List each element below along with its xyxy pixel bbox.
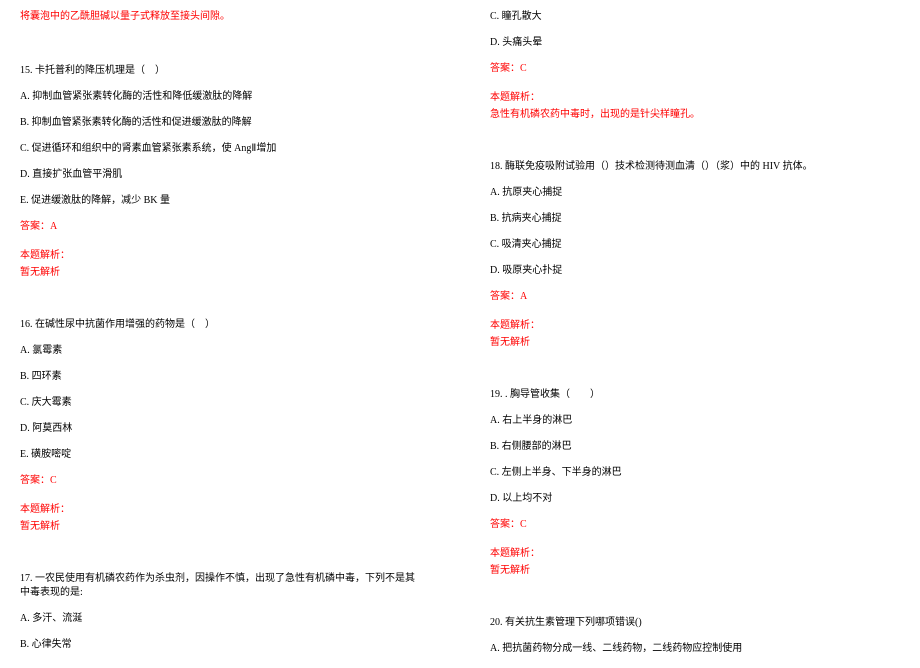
q17-stem: 17. 一农民使用有机磷农药作为杀虫剂，因操作不慎，出现了急性有机磷中毒，下列不… (20, 572, 420, 600)
q15-stem: 15. 卡托普利的降压机理是（ ） (20, 64, 420, 78)
q19-stem: 19. . 胸导管收集（ ） (490, 388, 890, 402)
q16-option-e: E. 磺胺嘧啶 (20, 448, 420, 462)
q18-option-d: D. 吸原夹心扑捉 (490, 264, 890, 278)
q16-answer: 答案：C (20, 474, 420, 488)
q17-explain-label: 本题解析： (490, 88, 890, 103)
q16-stem: 16. 在碱性尿中抗菌作用增强的药物是（ ） (20, 318, 420, 332)
q18-option-c: C. 吸清夹心捕捉 (490, 238, 890, 252)
q15-answer: 答案：A (20, 220, 420, 234)
q20-stem: 20. 有关抗生素管理下列哪项错误() (490, 616, 890, 630)
q18-option-a: A. 抗原夹心捕捉 (490, 186, 890, 200)
q15-option-c: C. 促进循环和组织中的肾素血管紧张素系统，使 AngⅡ增加 (20, 142, 420, 156)
q17-option-a: A. 多汗、流涎 (20, 612, 420, 626)
q18-stem: 18. 酶联免疫吸附试验用（）技术检测待测血清（）（浆）中的 HIV 抗体。 (490, 160, 890, 174)
q18-answer: 答案：A (490, 290, 890, 304)
intro-text: 将囊泡中的乙酰胆碱以量子式释放至接头间隙。 (20, 10, 420, 24)
q15-explain-text: 暂无解析 (20, 263, 420, 278)
q15-option-d: D. 直接扩张血管平滑肌 (20, 168, 420, 182)
q18-explain-label: 本题解析： (490, 316, 890, 331)
q17-option-d: D. 头痛头晕 (490, 36, 890, 50)
q17-explain-text: 急性有机磷农药中毒时，出现的是针尖样瞳孔。 (490, 105, 890, 120)
q17-option-c: C. 瞳孔散大 (490, 10, 890, 24)
q16-option-c: C. 庆大霉素 (20, 396, 420, 410)
q16-option-b: B. 四环素 (20, 370, 420, 384)
q20-option-a: A. 把抗菌药物分成一线、二线药物，二线药物应控制使用 (490, 642, 890, 656)
q19-option-c: C. 左侧上半身、下半身的淋巴 (490, 466, 890, 480)
q16-option-a: A. 氯霉素 (20, 344, 420, 358)
q19-option-b: B. 右侧腰部的淋巴 (490, 440, 890, 454)
q19-option-a: A. 右上半身的淋巴 (490, 414, 890, 428)
q15-explain-label: 本题解析： (20, 246, 420, 261)
q15-option-e: E. 促进缓激肽的降解，减少 BK 量 (20, 194, 420, 208)
q16-option-d: D. 阿莫西林 (20, 422, 420, 436)
q19-explain-text: 暂无解析 (490, 561, 890, 576)
q19-explain-label: 本题解析： (490, 544, 890, 559)
q17-answer: 答案：C (490, 62, 890, 76)
q16-explain-text: 暂无解析 (20, 517, 420, 532)
q19-option-d: D. 以上均不对 (490, 492, 890, 506)
q15-option-b: B. 抑制血管紧张素转化酶的活性和促进缓激肽的降解 (20, 116, 420, 130)
q15-option-a: A. 抑制血管紧张素转化酶的活性和降低缓激肽的降解 (20, 90, 420, 104)
q18-option-b: B. 抗病夹心捕捉 (490, 212, 890, 226)
q19-answer: 答案：C (490, 518, 890, 532)
q17-option-b: B. 心律失常 (20, 638, 420, 652)
q18-explain-text: 暂无解析 (490, 333, 890, 348)
q16-explain-label: 本题解析： (20, 500, 420, 515)
